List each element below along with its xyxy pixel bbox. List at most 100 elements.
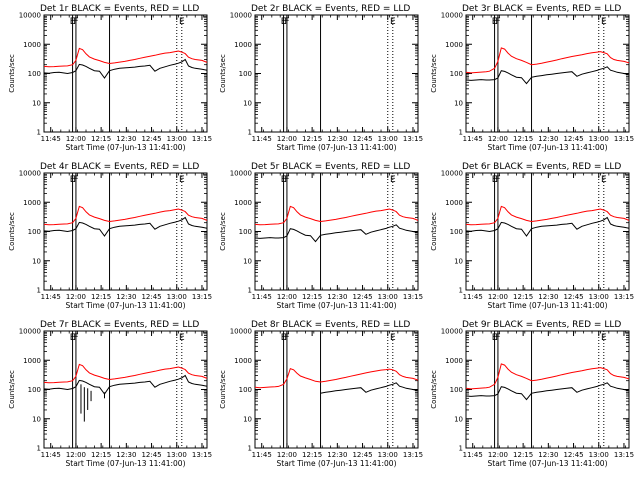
panel-title: Det 5r BLACK = Events, RED = LLD <box>251 162 410 172</box>
y-tick-label: 10000 <box>19 328 41 336</box>
plot-frame <box>465 330 630 449</box>
x-tick-label: 12:00 <box>66 451 86 459</box>
marker-label: E <box>601 17 607 27</box>
x-tick-label: 11:45 <box>463 293 483 301</box>
marker-label: F <box>73 175 78 185</box>
y-axis-label: Counts/sec <box>8 370 16 409</box>
detector-panel: Det 7r BLACK = Events, RED = LLD 1 10 100 10… <box>8 320 212 468</box>
x-tick-label: 13:00 <box>589 293 609 301</box>
y-tick-label: 100 <box>28 386 41 394</box>
x-tick-label: 12:00 <box>66 135 86 143</box>
x-tick-label: 13:15 <box>614 451 634 459</box>
lld-series-line <box>43 205 208 226</box>
y-tick-label: 10 <box>32 99 41 107</box>
x-tick-label: 12:30 <box>538 135 558 143</box>
marker-label: E <box>179 333 185 343</box>
x-tick-label: 12:45 <box>352 293 372 301</box>
events-series-line <box>43 374 208 395</box>
y-tick-label: 1 <box>37 287 41 295</box>
panel-title: Det 1r BLACK = Events, RED = LLD <box>40 4 199 14</box>
marker-label: F <box>495 17 500 27</box>
panel-title: Det 4r BLACK = Events, RED = LLD <box>40 162 199 172</box>
marker-label: F <box>495 175 500 185</box>
y-tick-label: 10000 <box>19 170 41 178</box>
x-tick-label: 11:45 <box>252 293 272 301</box>
events-series-line <box>465 382 630 401</box>
x-tick-label: 12:45 <box>352 451 372 459</box>
x-tick-label: 13:15 <box>192 293 212 301</box>
x-tick-label: 13:15 <box>403 451 423 459</box>
y-tick-label: 1000 <box>445 199 463 207</box>
x-tick-label: 13:00 <box>378 451 398 459</box>
lld-series-line <box>465 205 630 226</box>
x-tick-label: 12:30 <box>538 293 558 301</box>
y-tick-label: 1000 <box>23 199 41 207</box>
detector-panel: Det 1r BLACK = Events, RED = LLD 1 10 100 10… <box>8 4 212 152</box>
y-tick-label: 10000 <box>441 328 463 336</box>
x-tick-label: 13:00 <box>589 451 609 459</box>
y-axis-label: Counts/sec <box>430 212 438 251</box>
panel-title: Det 3r BLACK = Events, RED = LLD <box>462 4 621 14</box>
x-tick-label: 11:45 <box>41 135 61 143</box>
x-axis-label: Start Time (07-Jun-13 11:41:00) <box>66 301 186 310</box>
events-series-line <box>465 216 630 237</box>
x-tick-label: 12:30 <box>327 135 347 143</box>
y-tick-label: 1000 <box>23 41 41 49</box>
x-tick-label: 12:00 <box>66 293 86 301</box>
x-axis-label: Start Time (07-Jun-13 11:41:00) <box>277 143 397 152</box>
x-tick-label: 11:45 <box>463 451 483 459</box>
y-tick-label: 10000 <box>230 170 252 178</box>
y-tick-label: 1000 <box>445 41 463 49</box>
marker-label: E <box>70 333 76 343</box>
marker-label: F <box>284 17 289 27</box>
y-tick-label: 1 <box>37 445 41 453</box>
events-series-line <box>254 224 419 243</box>
marker-label: E <box>390 333 396 343</box>
plot-frame <box>254 14 419 133</box>
x-tick-label: 13:00 <box>378 293 398 301</box>
y-tick-label: 10 <box>454 257 463 265</box>
x-tick-label: 11:45 <box>41 451 61 459</box>
x-tick-label: 13:15 <box>192 451 212 459</box>
y-tick-label: 1000 <box>23 357 41 365</box>
events-series-line <box>43 216 208 237</box>
detector-panel: Det 5r BLACK = Events, RED = LLD 1 10 100 10… <box>219 162 423 310</box>
marker-label: E <box>390 175 396 185</box>
marker-label: E <box>70 175 76 185</box>
x-tick-label: 12:15 <box>302 135 322 143</box>
marker-label: E <box>179 175 185 185</box>
marker-label: F <box>73 333 78 343</box>
x-tick-label: 12:00 <box>277 451 297 459</box>
x-tick-label: 11:45 <box>252 451 272 459</box>
marker-label: E <box>281 17 287 27</box>
marker-label: E <box>281 175 287 185</box>
x-tick-label: 12:15 <box>513 135 533 143</box>
x-tick-label: 13:15 <box>403 135 423 143</box>
y-axis-label: Counts/sec <box>8 54 16 93</box>
x-tick-label: 12:45 <box>141 135 161 143</box>
x-tick-label: 12:15 <box>513 451 533 459</box>
x-axis-label: Start Time (07-Jun-13 11:41:00) <box>66 143 186 152</box>
x-tick-label: 13:00 <box>589 135 609 143</box>
marker-label: E <box>492 175 498 185</box>
x-tick-label: 12:15 <box>91 293 111 301</box>
lld-series-line <box>43 47 208 68</box>
x-tick-label: 12:45 <box>141 451 161 459</box>
marker-label: F <box>73 17 78 27</box>
y-tick-label: 1000 <box>234 41 252 49</box>
x-tick-label: 12:00 <box>488 451 508 459</box>
lld-series-line <box>465 363 630 390</box>
y-tick-label: 100 <box>239 386 252 394</box>
y-tick-label: 10 <box>454 415 463 423</box>
x-tick-label: 13:00 <box>378 135 398 143</box>
marker-label: E <box>281 333 287 343</box>
y-tick-label: 100 <box>239 228 252 236</box>
x-tick-label: 11:45 <box>252 135 272 143</box>
detector-panel: Det 9r BLACK = Events, RED = LLD 1 10 100 10… <box>430 320 634 468</box>
x-tick-label: 13:15 <box>403 293 423 301</box>
x-tick-label: 12:45 <box>141 293 161 301</box>
panel-title: Det 2r BLACK = Events, RED = LLD <box>251 4 410 14</box>
detector-panel: Det 6r BLACK = Events, RED = LLD 1 10 100 10… <box>430 162 634 310</box>
panel-title: Det 7r BLACK = Events, RED = LLD <box>40 320 199 330</box>
